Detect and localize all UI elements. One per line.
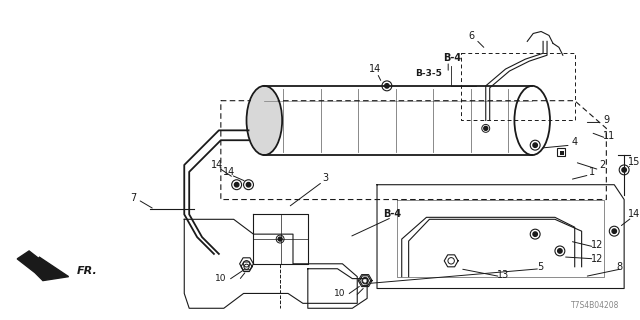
Ellipse shape <box>248 87 281 154</box>
Text: 14: 14 <box>223 167 235 177</box>
Text: B-4: B-4 <box>443 53 461 63</box>
Text: 14: 14 <box>628 209 640 220</box>
Circle shape <box>246 182 251 187</box>
Circle shape <box>278 237 282 241</box>
Text: 13: 13 <box>497 270 509 280</box>
Polygon shape <box>17 251 68 281</box>
Circle shape <box>484 126 488 130</box>
Bar <box>560 151 564 155</box>
Text: 5: 5 <box>537 262 543 272</box>
Text: 2: 2 <box>599 160 605 170</box>
Text: 3: 3 <box>323 173 329 183</box>
Text: 12: 12 <box>591 240 604 250</box>
Text: 6: 6 <box>469 31 475 41</box>
Text: 14: 14 <box>211 160 223 170</box>
Text: 14: 14 <box>369 64 381 74</box>
Text: 12: 12 <box>591 254 604 264</box>
Circle shape <box>622 168 627 172</box>
Text: 9: 9 <box>604 116 609 125</box>
Text: 10: 10 <box>215 274 227 283</box>
Text: 11: 11 <box>603 131 616 141</box>
Circle shape <box>557 249 562 253</box>
Text: 1: 1 <box>589 167 596 177</box>
Text: 8: 8 <box>616 262 622 272</box>
Bar <box>557 148 565 156</box>
Text: 7: 7 <box>130 193 136 203</box>
Circle shape <box>533 143 538 148</box>
Circle shape <box>234 182 239 187</box>
Text: 10: 10 <box>334 289 346 298</box>
Text: FR.: FR. <box>77 266 97 276</box>
Circle shape <box>385 84 389 88</box>
Text: 4: 4 <box>572 137 578 147</box>
Text: 15: 15 <box>628 157 640 167</box>
Circle shape <box>533 232 538 236</box>
Circle shape <box>612 229 616 233</box>
Text: T7S4B04208: T7S4B04208 <box>571 301 619 310</box>
Text: B-3-5: B-3-5 <box>415 68 442 77</box>
Text: B-4: B-4 <box>383 209 401 220</box>
